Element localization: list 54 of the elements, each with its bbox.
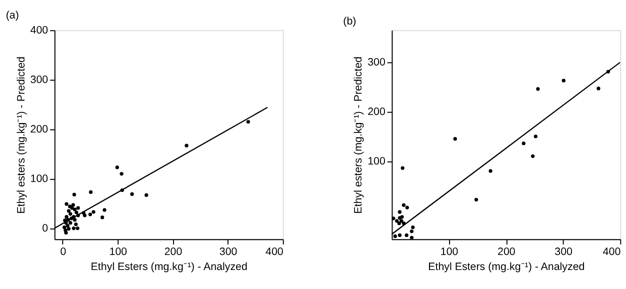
point — [88, 190, 93, 194]
x-axis-title: Ethyl Esters (mg.kg⁻¹) - Analyzed — [428, 260, 585, 273]
point — [74, 210, 78, 214]
point — [100, 216, 104, 220]
point — [72, 192, 76, 196]
x-tick-label: 200 — [164, 246, 182, 258]
x-tick-label: 100 — [109, 246, 128, 258]
y-tick-label: 400 — [30, 24, 48, 37]
y-axis-title: Ethyl esters (mg.kg⁻¹) - Predicted — [15, 56, 28, 214]
chart-title: (b) — [343, 15, 356, 28]
y-tick-label: 300 — [368, 56, 386, 69]
point — [74, 222, 78, 226]
point — [76, 206, 80, 210]
y-tick-label: 200 — [368, 106, 386, 118]
point — [115, 166, 120, 170]
point — [82, 214, 87, 218]
x-tick-label: 0 — [60, 246, 66, 258]
point — [63, 218, 67, 222]
point — [92, 210, 96, 214]
point — [102, 208, 106, 212]
y-tick-label: 200 — [30, 124, 48, 136]
point — [72, 226, 76, 230]
x-tick-label: 100 — [440, 246, 458, 258]
x-tick-label: 400 — [266, 246, 284, 258]
point — [88, 212, 92, 216]
y-axis-title: Ethyl esters (mg.kg⁻¹) - Predicted — [352, 56, 365, 214]
x-tick-label: 400 — [602, 246, 621, 258]
point — [62, 225, 66, 230]
y-tick-label: 0 — [42, 222, 48, 235]
point — [184, 144, 188, 148]
point — [64, 202, 68, 206]
point — [72, 218, 77, 222]
chart-title: (a) — [6, 10, 19, 22]
y-tick-label: 300 — [30, 74, 48, 86]
y-tick-label: 100 — [368, 156, 386, 168]
point — [64, 215, 68, 219]
point — [130, 192, 134, 196]
x-tick-label: 300 — [554, 246, 573, 258]
point — [64, 228, 68, 232]
y-tick-label: 100 — [30, 173, 48, 186]
point — [246, 120, 250, 124]
point — [66, 226, 71, 231]
x-tick-label: 200 — [498, 246, 516, 258]
x-axis-title: Ethyl Esters (mg.kg⁻¹) - Analyzed — [90, 260, 248, 273]
point — [66, 224, 70, 228]
point — [66, 209, 71, 213]
point — [71, 203, 75, 207]
point — [72, 208, 77, 212]
point — [76, 226, 80, 230]
point — [68, 221, 72, 225]
point — [68, 212, 72, 216]
x-tick-label: 300 — [219, 246, 238, 258]
point — [120, 172, 124, 176]
point — [144, 193, 148, 197]
